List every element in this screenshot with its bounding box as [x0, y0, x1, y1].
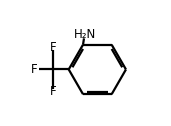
Text: F: F [31, 63, 38, 76]
Text: H₂N: H₂N [74, 28, 97, 41]
Text: F: F [49, 41, 56, 54]
Text: F: F [49, 85, 56, 98]
